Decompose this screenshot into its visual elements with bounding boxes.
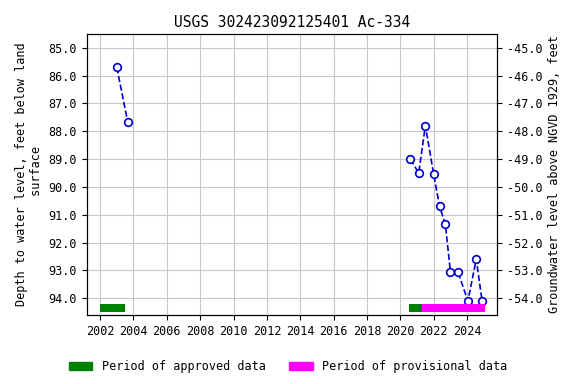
Bar xyxy=(100,304,125,312)
Title: USGS 302423092125401 Ac-334: USGS 302423092125401 Ac-334 xyxy=(174,15,410,30)
Y-axis label: Depth to water level, feet below land
 surface: Depth to water level, feet below land su… xyxy=(15,43,43,306)
Bar xyxy=(422,304,486,312)
Legend: Period of approved data, Period of provisional data: Period of approved data, Period of provi… xyxy=(64,356,512,378)
Y-axis label: Groundwater level above NGVD 1929, feet: Groundwater level above NGVD 1929, feet xyxy=(548,35,561,313)
Bar xyxy=(409,304,422,312)
